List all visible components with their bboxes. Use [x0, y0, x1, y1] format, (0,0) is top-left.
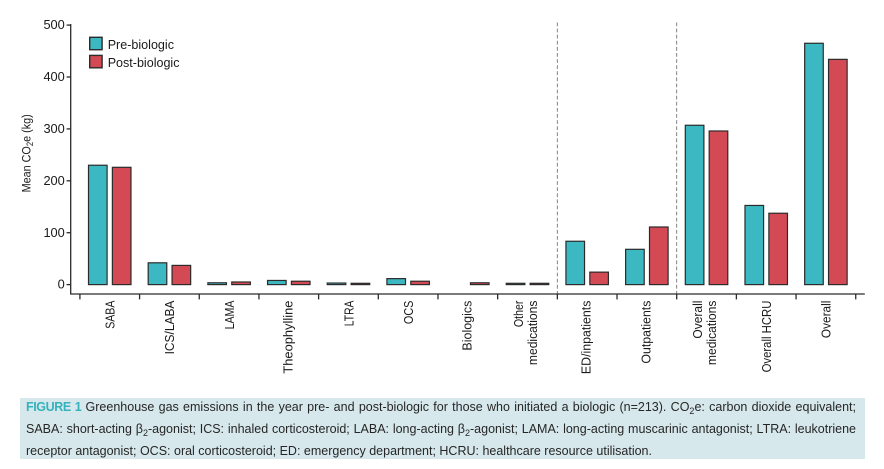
svg-text:200: 200	[43, 173, 64, 188]
svg-text:0: 0	[58, 277, 65, 292]
svg-text:medications: medications	[705, 301, 719, 366]
svg-text:400: 400	[43, 69, 64, 84]
svg-text:Pre-biologic: Pre-biologic	[108, 37, 175, 52]
svg-text:ICS/LABA: ICS/LABA	[163, 300, 177, 354]
svg-text:Post-biologic: Post-biologic	[108, 55, 180, 70]
svg-text:500: 500	[43, 17, 64, 32]
svg-text:medications: medications	[526, 301, 540, 366]
svg-text:LTRA: LTRA	[342, 300, 356, 326]
svg-text:SABA: SABA	[104, 300, 118, 329]
svg-text:100: 100	[43, 225, 64, 240]
svg-text:Overall: Overall	[820, 301, 834, 339]
svg-text:LAMA: LAMA	[223, 300, 237, 329]
svg-text:OCS: OCS	[402, 301, 416, 325]
svg-text:300: 300	[43, 121, 64, 136]
svg-text:Overall HCRU: Overall HCRU	[760, 301, 774, 373]
svg-text:Mean CO2e (kg): Mean CO2e (kg)	[21, 114, 35, 192]
svg-text:Other: Other	[512, 301, 526, 328]
svg-text:Outpatients: Outpatients	[639, 301, 653, 364]
svg-text:Theophylline: Theophylline	[281, 301, 295, 374]
svg-text:Biologics: Biologics	[460, 301, 474, 351]
svg-text:Overall: Overall	[691, 301, 705, 339]
svg-text:ED/inpatients: ED/inpatients	[580, 301, 594, 375]
